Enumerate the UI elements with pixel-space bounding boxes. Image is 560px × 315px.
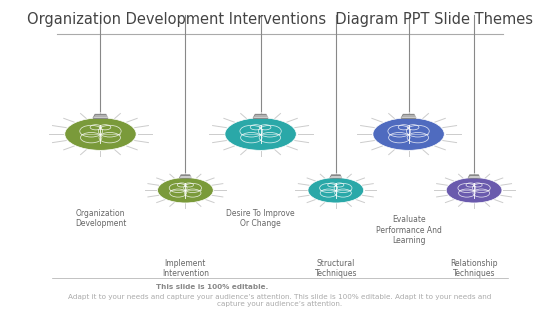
Ellipse shape: [308, 178, 363, 203]
Text: Adapt it to your needs and capture your audience’s attention. This slide is 100%: Adapt it to your needs and capture your …: [68, 294, 492, 307]
Text: Organization Development Interventions  Diagram PPT Slide Themes: Organization Development Interventions D…: [27, 12, 533, 27]
Ellipse shape: [446, 178, 502, 203]
Polygon shape: [180, 175, 191, 178]
Ellipse shape: [65, 118, 136, 150]
Text: Organization
Development: Organization Development: [75, 209, 126, 228]
Ellipse shape: [373, 118, 444, 150]
Ellipse shape: [225, 118, 296, 150]
Polygon shape: [93, 115, 108, 118]
Ellipse shape: [157, 178, 213, 203]
Text: This slide is 100% editable.: This slide is 100% editable.: [156, 284, 268, 290]
Polygon shape: [468, 175, 480, 178]
Polygon shape: [330, 175, 342, 178]
Text: Evaluate
Performance And
Learning: Evaluate Performance And Learning: [376, 215, 441, 245]
Text: Desire To Improve
Or Change: Desire To Improve Or Change: [226, 209, 295, 228]
Text: Implement
Intervention: Implement Intervention: [162, 259, 209, 278]
Polygon shape: [253, 115, 268, 118]
Text: Relationship
Techniques: Relationship Techniques: [450, 259, 498, 278]
Polygon shape: [402, 115, 416, 118]
Text: Structural
Techniques: Structural Techniques: [315, 259, 357, 278]
